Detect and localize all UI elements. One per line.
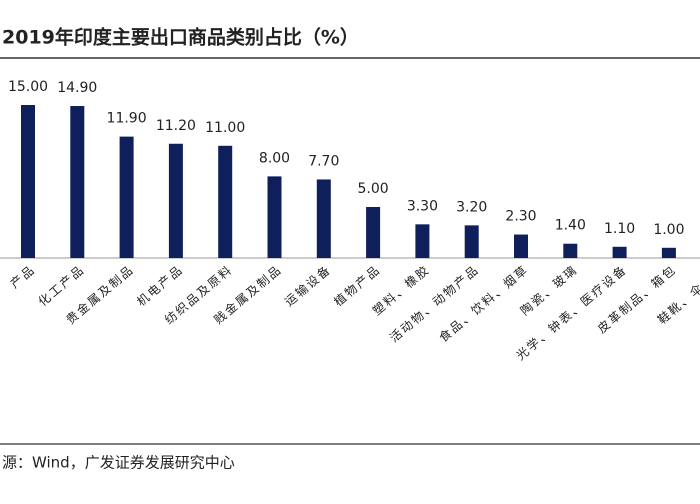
value-label: 5.00 <box>358 181 389 197</box>
value-label: 11.90 <box>107 111 147 127</box>
bar <box>366 207 381 258</box>
bar <box>218 145 233 258</box>
bar <box>21 105 35 258</box>
value-label: 14.90 <box>57 80 97 96</box>
bar <box>267 176 282 258</box>
value-label: 1.10 <box>604 221 635 237</box>
x-tick-label: 产品 <box>8 262 38 291</box>
value-label: 1.00 <box>653 222 684 238</box>
value-label: 1.40 <box>555 218 586 234</box>
bar <box>70 106 85 259</box>
bar <box>464 225 479 258</box>
bar <box>316 179 331 258</box>
chart-title: 2019年印度主要出口商品类别占比（%） <box>2 26 359 49</box>
x-tick-label: 食品、饮料、烟草 <box>436 261 531 344</box>
bar <box>415 224 430 258</box>
bar <box>563 243 578 258</box>
x-tick-label: 活动物、动物产品 <box>387 262 482 345</box>
value-label: 7.70 <box>308 153 339 169</box>
value-label: 8.00 <box>259 150 290 166</box>
value-label: 11.20 <box>156 118 196 134</box>
bar <box>612 246 627 258</box>
value-label: 11.00 <box>205 120 245 136</box>
value-label: 3.20 <box>456 199 487 215</box>
bar <box>661 247 676 258</box>
value-label: 15.00 <box>8 79 48 95</box>
x-tick-label: 运输设备 <box>281 261 334 308</box>
bar <box>168 143 183 258</box>
bar <box>119 136 134 258</box>
source-note: 源：Wind，广发证券发展研究中心 <box>2 454 235 472</box>
value-label: 3.30 <box>407 198 438 214</box>
bar <box>514 234 528 258</box>
value-label: 2.30 <box>505 209 536 225</box>
